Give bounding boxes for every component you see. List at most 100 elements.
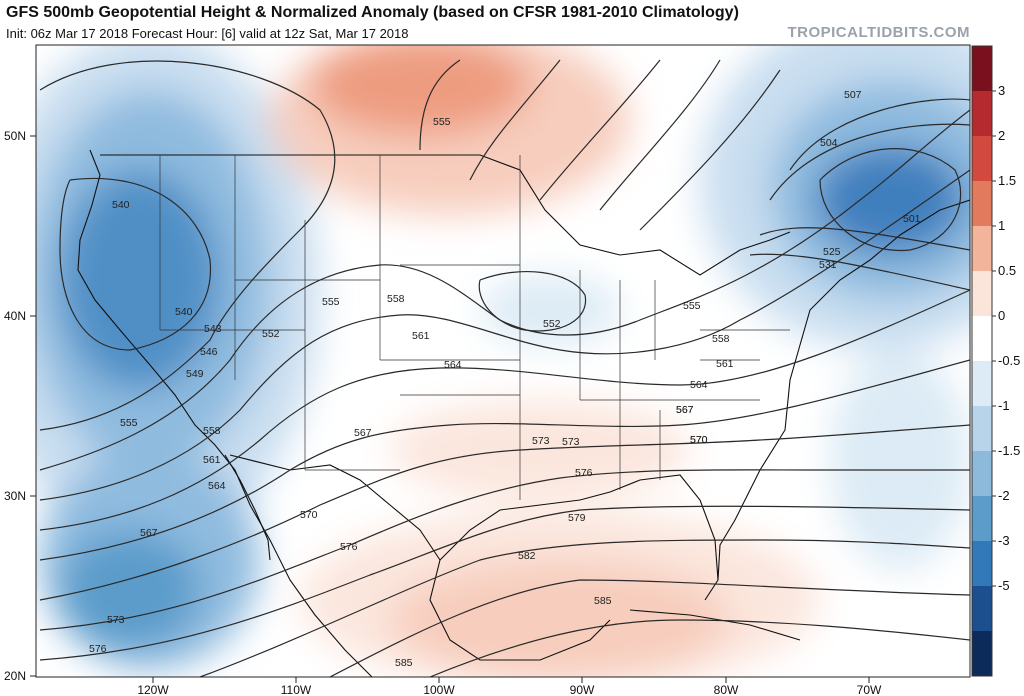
height-label: 540 [175,306,193,318]
colorbar-segment [972,631,992,677]
gulf-coast [439,474,719,601]
colorbar-label: 1 [998,218,1005,233]
lat-label-40n: 40N [4,309,26,323]
colorbar-segment [972,181,992,227]
colorbar-segment [972,586,992,632]
colorbar-label: -1.5 [998,443,1020,458]
height-label: 570 [300,509,318,521]
atlantic-light-blue [830,350,970,570]
height-label: 567 [676,404,694,416]
height-label: 567 [676,404,694,416]
height-label: 555 [433,116,451,128]
colorbar-label: -1 [998,398,1010,413]
colorbar-segment [972,316,992,362]
height-label: 507 [844,89,862,101]
lon-label-90w: 90W [570,683,595,696]
height-label: 543 [204,323,222,335]
height-label: 531 [819,259,837,271]
height-label: 558 [203,425,221,437]
colorbar-segment [972,451,992,497]
height-label: 564 [208,480,226,492]
atlantic-coast [717,199,970,581]
height-label: 504 [820,137,838,149]
map-subtitle: Init: 06z Mar 17 2018 Forecast Hour: [6]… [6,26,409,41]
contour-north-flow [419,59,781,231]
height-label: 576 [575,467,593,479]
map-area: 555 540 540 543 546 549 552 555 558 561 … [36,45,970,677]
political-borders [77,149,970,677]
colorbar-segment [972,136,992,182]
lat-axis: 50N 40N 30N 20N [4,129,36,683]
gulf-red [390,560,730,677]
anomaly-colorbar: 3 2 1.5 1 0.5 0 -0.5 -1 -1.5 -2 -3 -5 [971,45,1020,677]
colorbar-label: 0 [998,308,1005,323]
height-label: 501 [903,213,921,225]
colorbar-label: -5 [998,578,1010,593]
contour-501 [819,148,962,252]
lon-label-70w: 70W [857,683,882,696]
lon-label-120w: 120W [137,683,169,696]
lat-label-50n: 50N [4,129,26,143]
height-label: 579 [568,512,586,524]
height-label: 561 [412,330,430,342]
height-label: 561 [203,454,221,466]
anomaly-shading [36,45,970,677]
height-label: 573 [532,435,550,447]
contour-540 [59,178,212,351]
height-label: 558 [712,333,730,345]
height-label: 573 [107,614,125,626]
lon-label-80w: 80W [714,683,739,696]
height-label: 564 [690,379,708,391]
height-label: 567 [354,427,372,439]
height-label: 585 [594,595,612,607]
height-label: 555 [322,296,340,308]
colorbar-label: 0.5 [998,263,1016,278]
height-label: 552 [262,328,280,340]
contour-573 [39,469,970,631]
colorbar-label: 2 [998,128,1005,143]
canada-border [100,154,791,276]
colorbar-segment [972,361,992,407]
colorbar-segment [972,91,992,137]
canada-ridge-core [310,45,530,135]
contour-561 [39,169,970,501]
height-label: 585 [395,657,413,669]
contour-582 [329,579,970,677]
colorbar-label: 3 [998,83,1005,98]
contour-ne-low [749,98,970,291]
height-label: 552 [543,318,561,330]
baja-coast [224,454,271,561]
lat-label-30n: 30N [4,489,26,503]
height-label: 576 [340,541,358,553]
height-label: 576 [89,643,107,655]
lon-label-110w: 110W [281,683,312,696]
contour-567 [39,359,970,561]
height-contours [39,59,970,677]
colorbar-label: -2 [998,488,1010,503]
southeast-pale-red [390,400,690,500]
west-trough-core [60,170,220,390]
contour-585 [429,619,970,677]
lon-label-100w: 100W [423,683,455,696]
height-label: 570 [690,434,708,446]
colorbar-segment [972,271,992,317]
contour-579 [199,539,970,677]
contour-570 [39,424,970,601]
height-label: 573 [562,436,580,448]
height-label: 561 [716,358,734,370]
colorbar-segment [972,496,992,542]
height-label: 564 [444,359,462,371]
colorbar-label: -0.5 [998,353,1020,368]
contour-552-midwest [478,271,587,332]
mexico-gulf-coast [429,559,611,661]
pacific-low-core [60,530,200,650]
height-label: 570 [690,434,708,446]
colorbar-label: -3 [998,533,1010,548]
height-label: 540 [112,199,130,211]
colorbar-segment [972,541,992,587]
pacific-coastline [77,149,373,677]
colorbar-label: 1.5 [998,173,1016,188]
height-label: 555 [683,300,701,312]
lat-label-20n: 20N [4,669,26,683]
